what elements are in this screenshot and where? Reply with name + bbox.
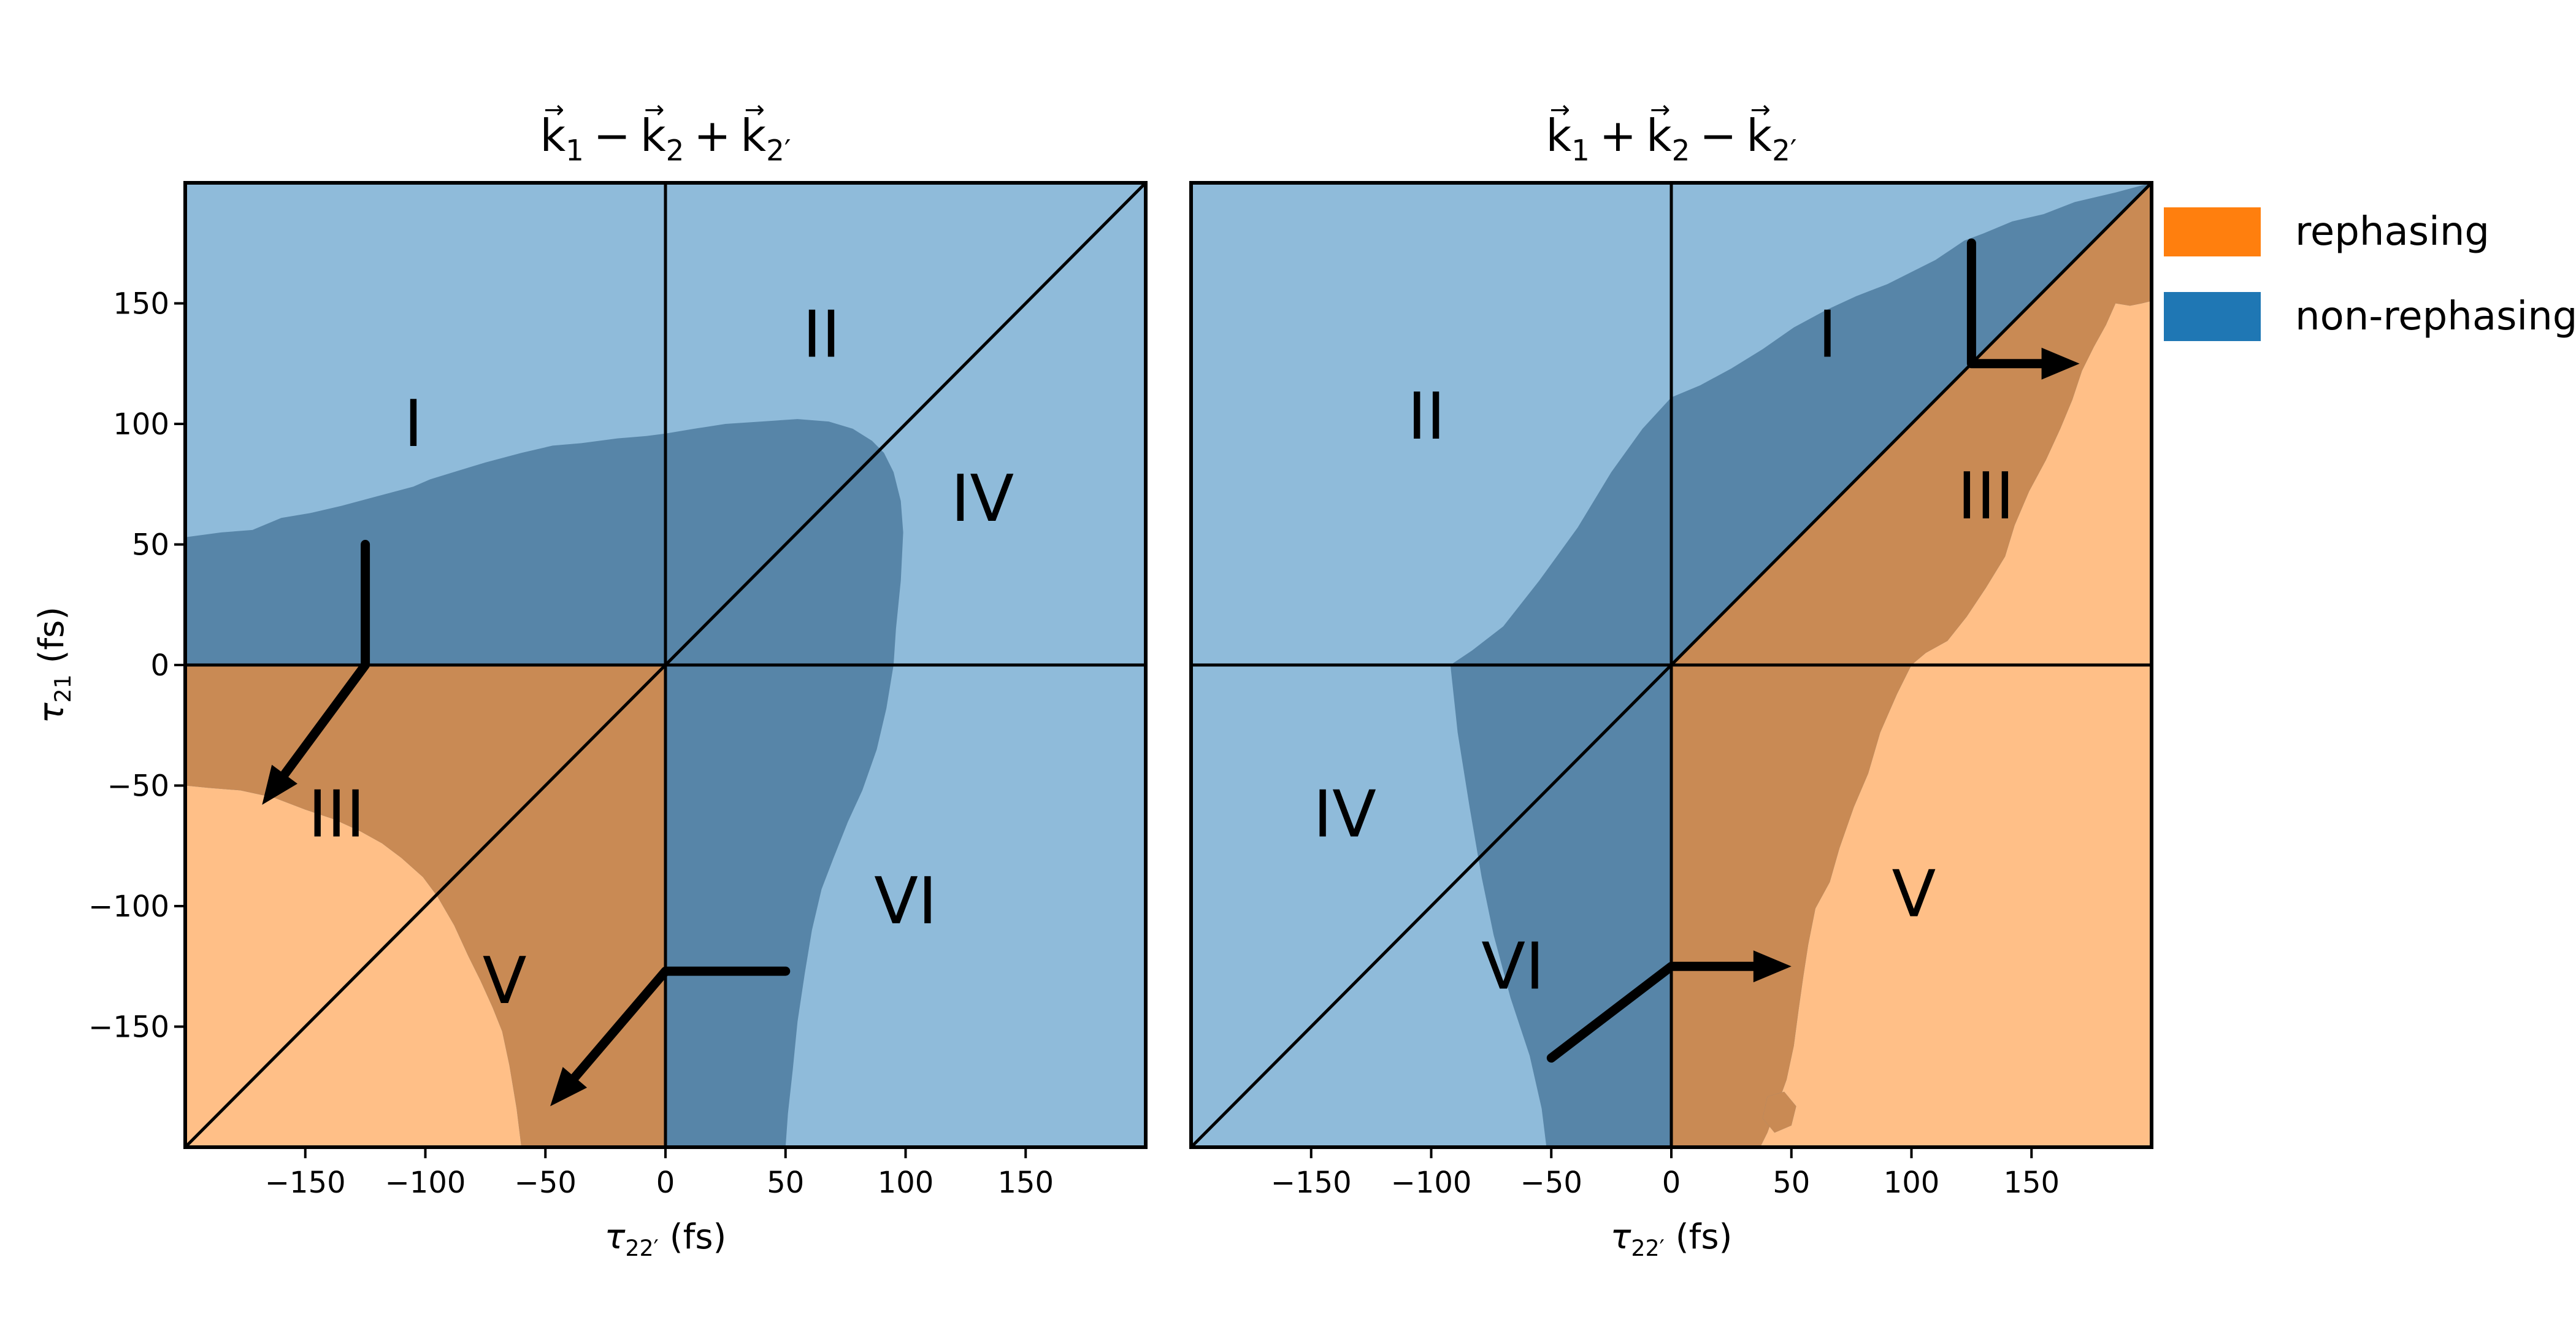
title-subscript: 1 [1571, 134, 1590, 168]
x-tick-label: 50 [767, 1166, 804, 1200]
legend-label-non-rephasing: non-rephasing [2295, 294, 2576, 339]
x-tick-label: −50 [515, 1166, 577, 1200]
y-axis-label: τ21 (fs) [32, 606, 77, 724]
region-label-II: II [1408, 379, 1446, 454]
x-tick-label: −50 [1520, 1166, 1582, 1200]
x-tick-label: −100 [385, 1166, 466, 1200]
title-sign: − [1700, 110, 1737, 161]
x-tick-label: 0 [1662, 1166, 1681, 1200]
pulse-arrow-head [2041, 347, 2080, 380]
region-label-III: III [1957, 459, 2014, 534]
plot-title-left: k → 1− k → 2 + k → 2′ [540, 96, 791, 168]
pulse-arrow-shaft [1966, 238, 2047, 369]
vector-arrow-icon: → [1549, 96, 1570, 125]
y-tick-label: −150 [88, 1010, 169, 1045]
vector-k: k → [1646, 96, 1672, 161]
vector-arrow-icon: → [744, 96, 765, 125]
region-label-IV: IV [951, 461, 1014, 536]
vector-k: k → [1746, 96, 1773, 161]
x-axis-label-right: τ22′ (fs) [1610, 1217, 1733, 1262]
vector-arrow-icon: → [1750, 96, 1771, 125]
x-tick-label: 150 [2003, 1166, 2060, 1200]
region-label-V: V [1892, 856, 1936, 931]
x-tick-label: 100 [878, 1166, 934, 1200]
pulse-arrow-head [262, 764, 297, 805]
region-label-III: III [308, 777, 365, 852]
x-axis-label-left: τ22′ (fs) [604, 1217, 727, 1262]
vector-arrow-icon: → [644, 96, 665, 125]
legend: rephasing non-rephasing [2164, 207, 2576, 341]
x-tick-label: −150 [1271, 1166, 1352, 1200]
title-sign: + [694, 110, 731, 161]
legend-swatch-rephasing [2164, 207, 2261, 256]
legend-item-rephasing: rephasing [2164, 207, 2576, 256]
pulse-arrow-shaft [570, 966, 791, 1082]
y-tick-label: 150 [113, 287, 169, 321]
title-subscript: 2 [665, 134, 684, 168]
y-tick-label: −50 [107, 769, 169, 804]
region-label-I: I [404, 386, 423, 461]
region-label-VI: VI [1481, 929, 1544, 1004]
pulse-arrow-head [550, 1067, 588, 1107]
region-label-V: V [483, 944, 527, 1018]
vector-k: k → [640, 96, 666, 161]
x-tick-label: 50 [1773, 1166, 1810, 1200]
pulse-arrow-shaft [1546, 961, 1758, 1063]
region-label-II: II [803, 298, 841, 372]
x-tick-label: 0 [656, 1166, 675, 1200]
title-subscript: 2′ [766, 134, 791, 168]
title-sign: − [593, 110, 631, 161]
pulse-arrow-head [1753, 950, 1792, 983]
x-tick-label: 150 [997, 1166, 1054, 1200]
x-tick-label: 100 [1884, 1166, 1940, 1200]
legend-item-non-rephasing: non-rephasing [2164, 292, 2576, 341]
title-subscript: 2′ [1772, 134, 1797, 168]
legend-swatch-non-rephasing [2164, 292, 2261, 341]
x-tick-label: −100 [1391, 1166, 1472, 1200]
region-label-IV: IV [1313, 777, 1376, 852]
title-subscript: 1 [565, 134, 584, 168]
title-subscript: 2 [1671, 134, 1690, 168]
pulse-arrow-shaft [280, 540, 370, 779]
region-label-VI: VI [874, 864, 937, 939]
y-tick-label: −100 [88, 890, 169, 924]
vector-arrow-icon: → [543, 96, 564, 125]
legend-label-rephasing: rephasing [2295, 209, 2490, 255]
y-tick-label: 0 [150, 648, 169, 683]
vector-k: k → [540, 96, 566, 161]
overlap-region-on-rephasing [185, 665, 665, 1147]
region-label-I: I [1818, 298, 1837, 372]
x-tick-label: −150 [265, 1166, 346, 1200]
plot-title-right: k → 1 + k → 2− k → 2′ [1546, 96, 1797, 168]
y-tick-label: 100 [113, 407, 169, 442]
vector-k: k → [1546, 96, 1572, 161]
vector-arrow-icon: → [1650, 96, 1671, 125]
title-sign: + [1599, 110, 1637, 161]
overlap-island-on-rephasing [1762, 1091, 1796, 1133]
y-tick-label: 50 [132, 528, 169, 563]
vector-k: k → [740, 96, 767, 161]
